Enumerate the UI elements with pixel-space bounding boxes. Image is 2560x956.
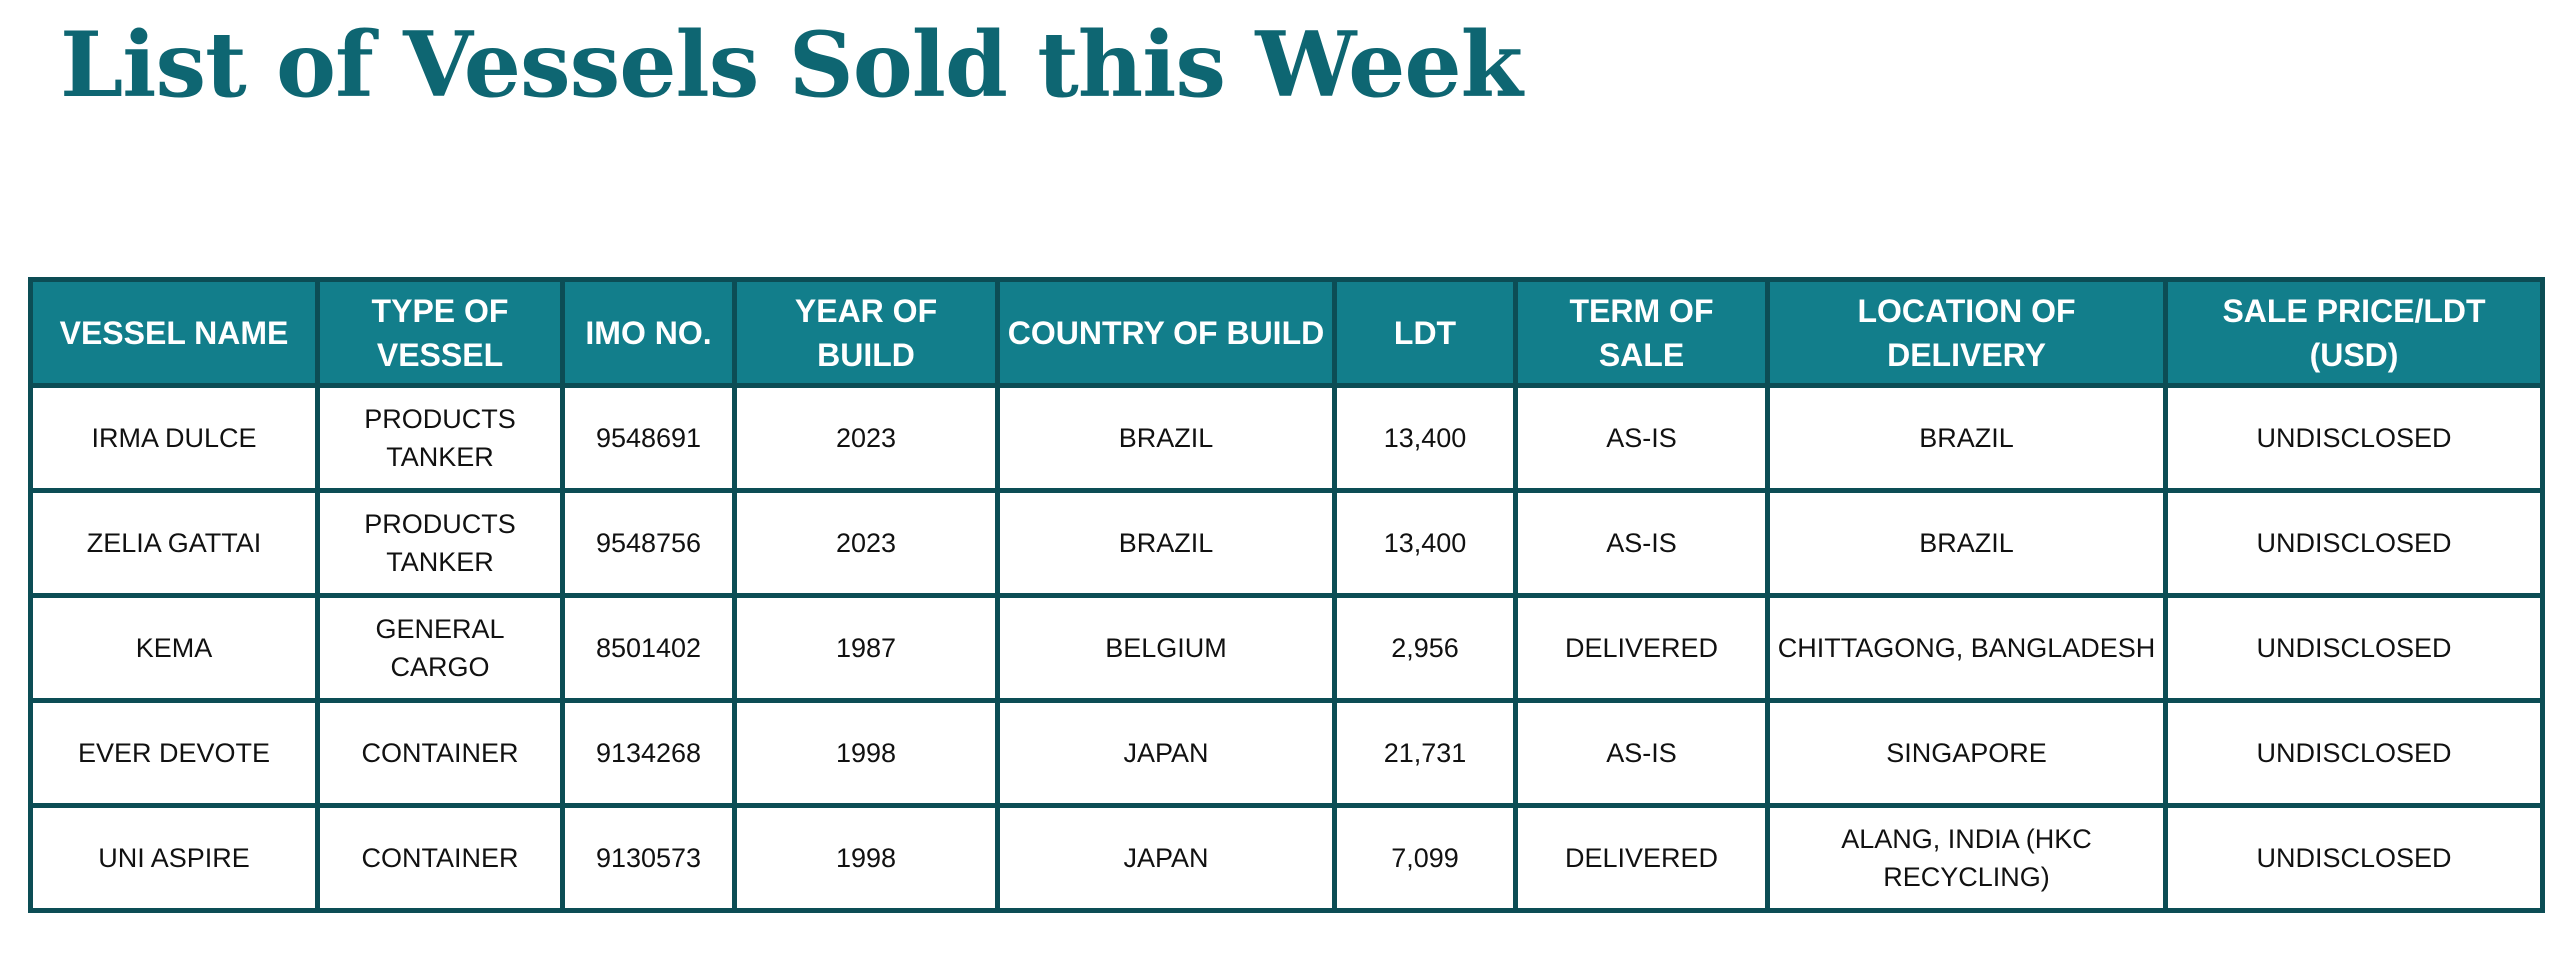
cell-type-of-vessel: CONTAINER — [315, 803, 565, 913]
cell-vessel-name: ZELIA GATTAI — [28, 488, 320, 598]
cell-sale-price: UNDISCLOSED — [2163, 698, 2545, 808]
cell-type-of-vessel: PRODUCTS TANKER — [315, 488, 565, 598]
column-header-vessel-name: VESSEL NAME — [28, 277, 320, 388]
cell-year-of-build: 1998 — [732, 803, 1000, 913]
cell-term-of-sale: AS-IS — [1513, 488, 1770, 598]
cell-imo-no: 9134268 — [560, 698, 737, 808]
cell-vessel-name: KEMA — [28, 593, 320, 703]
cell-term-of-sale: DELIVERED — [1513, 803, 1770, 913]
table-row: UNI ASPIRE CONTAINER 9130573 1998 JAPAN … — [28, 803, 2545, 913]
column-header-imo-no: IMO NO. — [560, 277, 737, 388]
cell-location-of-delivery: SINGAPORE — [1765, 698, 2168, 808]
cell-sale-price: UNDISCLOSED — [2163, 488, 2545, 598]
cell-ldt: 2,956 — [1332, 593, 1518, 703]
cell-term-of-sale: AS-IS — [1513, 698, 1770, 808]
cell-location-of-delivery: BRAZIL — [1765, 488, 2168, 598]
cell-country-of-build: BRAZIL — [995, 383, 1337, 493]
cell-type-of-vessel: CONTAINER — [315, 698, 565, 808]
column-header-term-of-sale: TERM OF SALE — [1513, 277, 1770, 388]
cell-ldt: 13,400 — [1332, 488, 1518, 598]
cell-year-of-build: 1987 — [732, 593, 1000, 703]
column-header-type-of-vessel: TYPE OF VESSEL — [315, 277, 565, 388]
cell-imo-no: 9548756 — [560, 488, 737, 598]
table-row: IRMA DULCE PRODUCTS TANKER 9548691 2023 … — [28, 383, 2545, 493]
page-title: List of Vessels Sold this Week — [60, 12, 1523, 118]
cell-sale-price: UNDISCLOSED — [2163, 383, 2545, 493]
cell-year-of-build: 2023 — [732, 488, 1000, 598]
vessels-sold-table: VESSEL NAME TYPE OF VESSEL IMO NO. YEAR … — [28, 277, 2545, 913]
column-header-year-of-build: YEAR OF BUILD — [732, 277, 1000, 388]
cell-country-of-build: BELGIUM — [995, 593, 1337, 703]
table-row: EVER DEVOTE CONTAINER 9134268 1998 JAPAN… — [28, 698, 2545, 808]
cell-location-of-delivery: BRAZIL — [1765, 383, 2168, 493]
cell-ldt: 21,731 — [1332, 698, 1518, 808]
cell-ldt: 13,400 — [1332, 383, 1518, 493]
cell-term-of-sale: DELIVERED — [1513, 593, 1770, 703]
table-row: ZELIA GATTAI PRODUCTS TANKER 9548756 202… — [28, 488, 2545, 598]
cell-location-of-delivery: ALANG, INDIA (HKC RECYCLING) — [1765, 803, 2168, 913]
cell-imo-no: 9130573 — [560, 803, 737, 913]
cell-imo-no: 8501402 — [560, 593, 737, 703]
cell-sale-price: UNDISCLOSED — [2163, 803, 2545, 913]
cell-country-of-build: JAPAN — [995, 803, 1337, 913]
column-header-sale-price: SALE PRICE/LDT (USD) — [2163, 277, 2545, 388]
column-header-country-of-build: COUNTRY OF BUILD — [995, 277, 1337, 388]
cell-year-of-build: 2023 — [732, 383, 1000, 493]
cell-country-of-build: JAPAN — [995, 698, 1337, 808]
cell-country-of-build: BRAZIL — [995, 488, 1337, 598]
cell-sale-price: UNDISCLOSED — [2163, 593, 2545, 703]
cell-vessel-name: IRMA DULCE — [28, 383, 320, 493]
cell-year-of-build: 1998 — [732, 698, 1000, 808]
cell-ldt: 7,099 — [1332, 803, 1518, 913]
table-row: KEMA GENERAL CARGO 8501402 1987 BELGIUM … — [28, 593, 2545, 703]
column-header-ldt: LDT — [1332, 277, 1518, 388]
cell-term-of-sale: AS-IS — [1513, 383, 1770, 493]
cell-vessel-name: UNI ASPIRE — [28, 803, 320, 913]
cell-imo-no: 9548691 — [560, 383, 737, 493]
column-header-location-of-delivery: LOCATION OF DELIVERY — [1765, 277, 2168, 388]
cell-type-of-vessel: PRODUCTS TANKER — [315, 383, 565, 493]
cell-type-of-vessel: GENERAL CARGO — [315, 593, 565, 703]
cell-location-of-delivery: CHITTAGONG, BANGLADESH — [1765, 593, 2168, 703]
table-header-row: VESSEL NAME TYPE OF VESSEL IMO NO. YEAR … — [28, 277, 2545, 388]
cell-vessel-name: EVER DEVOTE — [28, 698, 320, 808]
